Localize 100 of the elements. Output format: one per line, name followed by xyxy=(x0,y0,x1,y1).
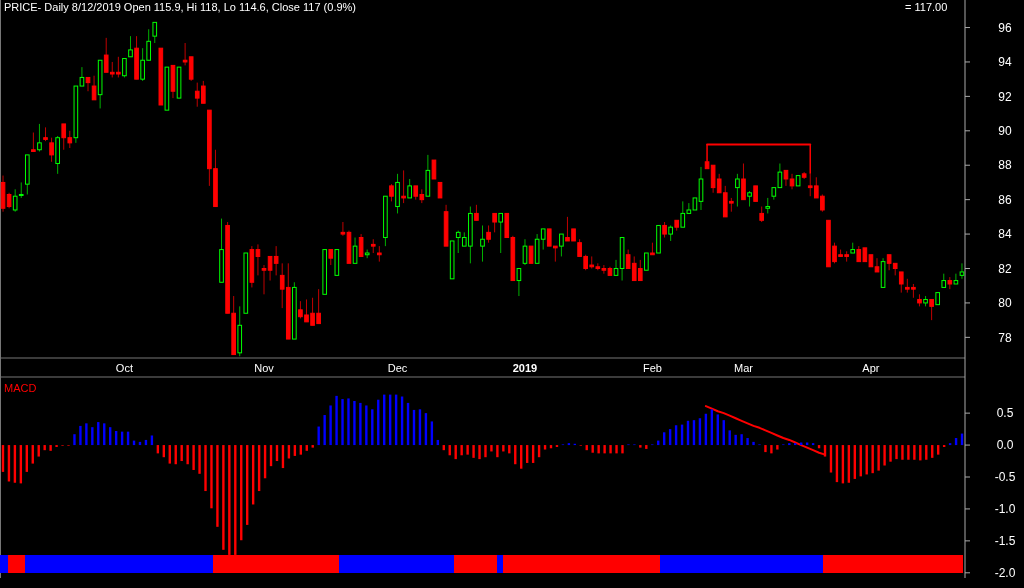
x-tick-label: Dec xyxy=(387,362,408,374)
bar xyxy=(871,445,874,474)
bar xyxy=(353,400,356,446)
y-tick-label: 88 xyxy=(998,158,1012,173)
bar xyxy=(222,445,225,550)
candlestick xyxy=(559,233,564,257)
bar xyxy=(901,445,904,460)
bar xyxy=(210,445,213,509)
candlestick xyxy=(929,298,934,321)
bar xyxy=(490,445,493,452)
candlestick xyxy=(122,58,127,78)
candlestick xyxy=(49,137,54,163)
bar xyxy=(49,445,52,451)
bar xyxy=(770,445,773,454)
bar xyxy=(466,445,469,455)
candlestick xyxy=(431,159,437,180)
bar xyxy=(609,445,612,454)
y-tick-label: -1.5 xyxy=(994,534,1016,549)
annotation: = 117.00 xyxy=(905,1,948,13)
bar xyxy=(460,445,463,456)
candlestick xyxy=(12,188,18,213)
bar xyxy=(919,445,922,461)
candlestick xyxy=(407,178,412,199)
bar xyxy=(198,445,201,474)
candlestick xyxy=(91,75,97,101)
candlestick xyxy=(358,233,364,257)
bar xyxy=(746,438,749,446)
y-tick-label: 86 xyxy=(998,192,1012,207)
bar xyxy=(365,405,368,446)
candlestick xyxy=(401,169,406,204)
bar xyxy=(645,445,648,449)
candlestick xyxy=(874,257,880,273)
bar xyxy=(889,445,892,462)
y-tick-label: 82 xyxy=(998,261,1012,276)
x-tick-label: Mar xyxy=(734,362,754,374)
bar xyxy=(317,426,320,446)
bar xyxy=(913,445,916,460)
candlestick xyxy=(522,238,528,266)
bar xyxy=(543,445,547,450)
y-tick-label: -2.0 xyxy=(994,566,1016,581)
y-tick-label: -1.0 xyxy=(994,502,1016,517)
bar xyxy=(621,445,624,454)
bar xyxy=(502,445,505,452)
y-tick-label: -0.5 xyxy=(994,470,1016,485)
bar xyxy=(180,445,183,462)
candlestick xyxy=(37,123,42,152)
candlestick xyxy=(152,21,158,44)
bar xyxy=(359,402,362,446)
candlestick xyxy=(516,268,522,297)
bar xyxy=(91,427,94,446)
bar xyxy=(639,445,642,448)
bar xyxy=(311,445,314,448)
candlestick xyxy=(352,237,358,264)
candlestick xyxy=(959,262,965,280)
bar xyxy=(496,445,499,458)
bar xyxy=(186,445,189,465)
bar xyxy=(597,445,600,454)
bar xyxy=(323,415,326,446)
bar xyxy=(472,445,475,458)
candlestick xyxy=(735,173,740,208)
y-tick-label: 90 xyxy=(998,124,1012,139)
bar xyxy=(329,405,332,446)
candlestick xyxy=(741,163,746,201)
bar xyxy=(85,423,88,446)
bar xyxy=(192,445,195,470)
bar xyxy=(73,434,76,446)
x-tick-label: 2019 xyxy=(512,362,538,374)
candlestick xyxy=(340,221,346,237)
bar xyxy=(907,445,910,460)
bar xyxy=(603,445,606,454)
y-tick-label: 96 xyxy=(998,20,1012,35)
candlestick xyxy=(128,35,133,58)
y-tick-label: 84 xyxy=(998,227,1012,242)
bar xyxy=(615,445,618,454)
candlestick xyxy=(953,273,959,285)
bar xyxy=(877,445,880,471)
candlestick xyxy=(698,166,704,211)
bar xyxy=(79,425,82,446)
bar xyxy=(734,434,737,446)
y-tick-label: 80 xyxy=(998,296,1012,311)
bar xyxy=(347,398,350,446)
y-tick-label: 0.0 xyxy=(996,438,1014,453)
bar xyxy=(484,445,487,458)
x-tick-label: Apr xyxy=(862,362,880,374)
bar xyxy=(752,441,755,446)
y-tick-label: 0.5 xyxy=(996,406,1014,421)
bar xyxy=(341,399,344,446)
candlestick xyxy=(480,224,485,263)
bar xyxy=(740,434,743,446)
chart-subtitle: PRICE- Daily 8/12/2019 Open 115.9, Hi 118, Lo 114.6, Close 117 (0.9%) xyxy=(4,1,356,13)
bar xyxy=(478,445,481,460)
bar xyxy=(335,395,338,446)
bar xyxy=(43,445,46,451)
bar xyxy=(883,445,886,466)
candlestick xyxy=(492,212,497,233)
x-tick-label: Oct xyxy=(115,362,133,374)
chart-title: MACD xyxy=(4,382,37,394)
candlestick xyxy=(261,264,267,295)
y-tick-label: 94 xyxy=(998,55,1012,70)
candlestick xyxy=(18,181,24,199)
